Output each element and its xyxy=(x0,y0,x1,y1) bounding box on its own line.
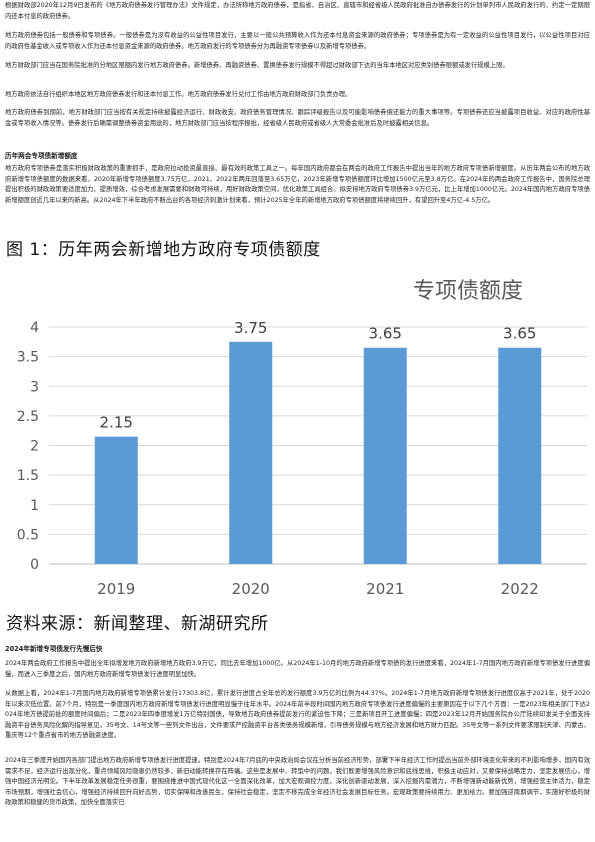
paragraph-issuance-data: 从数据上看，2024年1-7月国内地方政府新增专项债累计发行17303.8亿，累… xyxy=(5,690,590,740)
figure-source: 资料来源：新闻整理、新湖研究所 xyxy=(6,614,269,634)
y-tick-label: 2.5 xyxy=(17,409,39,425)
y-tick-label: 1 xyxy=(30,498,39,514)
x-tick-label: 2022 xyxy=(501,580,539,598)
chart-title: 专项债额度 xyxy=(413,279,523,304)
paragraph-quota-limits: 地方财政部门应当在国务院批准的分地区限额内发行地方政府债券。新增债券、再融资债券… xyxy=(5,62,509,69)
y-tick-label: 3.5 xyxy=(17,350,39,366)
bar-2022 xyxy=(498,347,542,564)
chart-container: 2.15 3.75 3.65 3.65 0 0.5 1 1.5 2 2.5 3 3.5 4 2019 20… xyxy=(3,262,592,612)
paragraph-q3-acceleration: 2024年三季度开始国内各部门提出地方政府新增专项债发行进度提速。特别是2024… xyxy=(5,757,590,807)
bar-chart: 2.15 3.75 3.65 3.65 0 0.5 1 1.5 2 2.5 3 3.5 4 2019 20… xyxy=(3,262,592,612)
bar-2020 xyxy=(229,341,273,564)
paragraph-annual-quota: 地方政府专项债券是落实积极财政政策的重要抓手，是政府拉动投资最直接、最有效的政策… xyxy=(5,165,590,204)
y-tick-label: 0.5 xyxy=(17,527,39,543)
x-tick-label: 2021 xyxy=(366,580,404,598)
y-tick-label: 3 xyxy=(30,379,39,395)
paragraph-disclosure: 地方政府债券到期前，地方财政部门应当按有关规定持续披露经济运行、财政收支、政府债… xyxy=(5,109,590,127)
figure-title: 图 1：历年两会新增地方政府专项债额度 xyxy=(6,240,321,260)
data-label: 2.15 xyxy=(100,414,133,432)
gridlines xyxy=(49,326,587,565)
data-label: 3.75 xyxy=(234,319,267,337)
bars xyxy=(94,341,542,564)
bar-2021 xyxy=(363,347,407,564)
paragraph-issuance-pace: 2024年两会政府工作报告中提出全年拟增发地方政府新增地方政府3.9万亿，同比去… xyxy=(5,660,590,678)
section-heading-quota: 历年两会专项债新增额度 xyxy=(5,152,78,160)
y-tick-label: 1.5 xyxy=(17,468,39,484)
axis-labels: 0 0.5 1 1.5 2 2.5 3 3.5 4 2019 2020 2021 2022 xyxy=(17,320,539,598)
y-tick-label: 0 xyxy=(30,557,39,573)
section-heading-issuance-pace: 2024年新增专项债发行先慢后快 xyxy=(5,645,103,653)
paragraph-bond-definition: 根据财政部2020年12月9日发布的《地方政府债券发行管理办法》文件规定，办法所… xyxy=(5,2,590,20)
data-labels: 2.15 3.75 3.65 3.65 xyxy=(100,319,537,432)
data-label: 3.65 xyxy=(369,325,402,343)
y-tick-label: 4 xyxy=(30,320,39,336)
paragraph-issuance-responsibility: 地方政府依法自行组织本地区地方政府债券发行和还本付息工作。地方政府债券发行兑付工… xyxy=(5,91,352,98)
data-label: 3.65 xyxy=(503,325,536,343)
y-tick-label: 2 xyxy=(30,439,39,455)
paragraph-bond-types: 地方政府债券包括一般债券和专项债券。一般债券是为没有收益的公益性项目发行，主要以… xyxy=(5,32,590,50)
x-tick-label: 2019 xyxy=(97,580,135,598)
bar-2019 xyxy=(94,436,138,564)
x-tick-label: 2020 xyxy=(232,580,270,598)
